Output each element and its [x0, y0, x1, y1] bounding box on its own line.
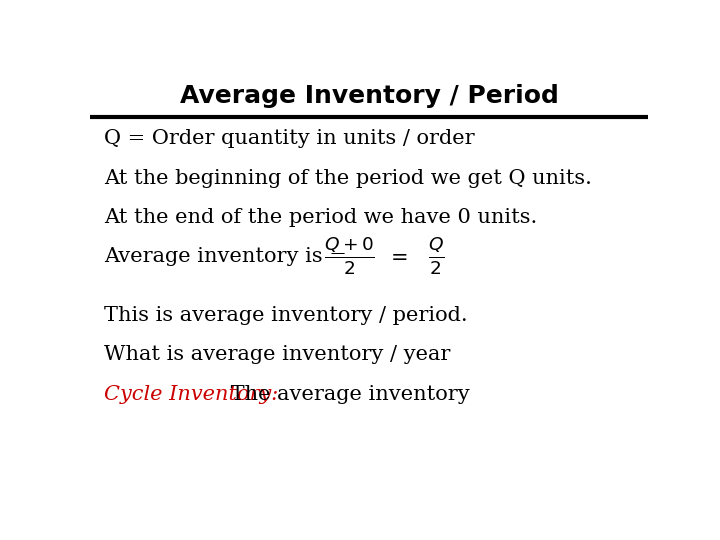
Text: At the end of the period we have 0 units.: At the end of the period we have 0 units…	[104, 208, 537, 227]
Text: At the beginning of the period we get Q units.: At the beginning of the period we get Q …	[104, 168, 592, 188]
Text: This is average inventory / period.: This is average inventory / period.	[104, 306, 467, 325]
Text: $\frac{Q}{2}$: $\frac{Q}{2}$	[428, 235, 444, 277]
Text: $\frac{Q+0}{2}$: $\frac{Q+0}{2}$	[324, 235, 375, 277]
Text: What is average inventory / year: What is average inventory / year	[104, 346, 450, 365]
Text: Cycle Inventory:: Cycle Inventory:	[104, 385, 278, 404]
Text: Average inventory is =: Average inventory is =	[104, 247, 347, 266]
Text: Q = Order quantity in units / order: Q = Order quantity in units / order	[104, 129, 474, 149]
Text: The average inventory: The average inventory	[224, 385, 469, 404]
Text: Average Inventory / Period: Average Inventory / Period	[179, 84, 559, 107]
Text: $=$: $=$	[386, 246, 408, 266]
